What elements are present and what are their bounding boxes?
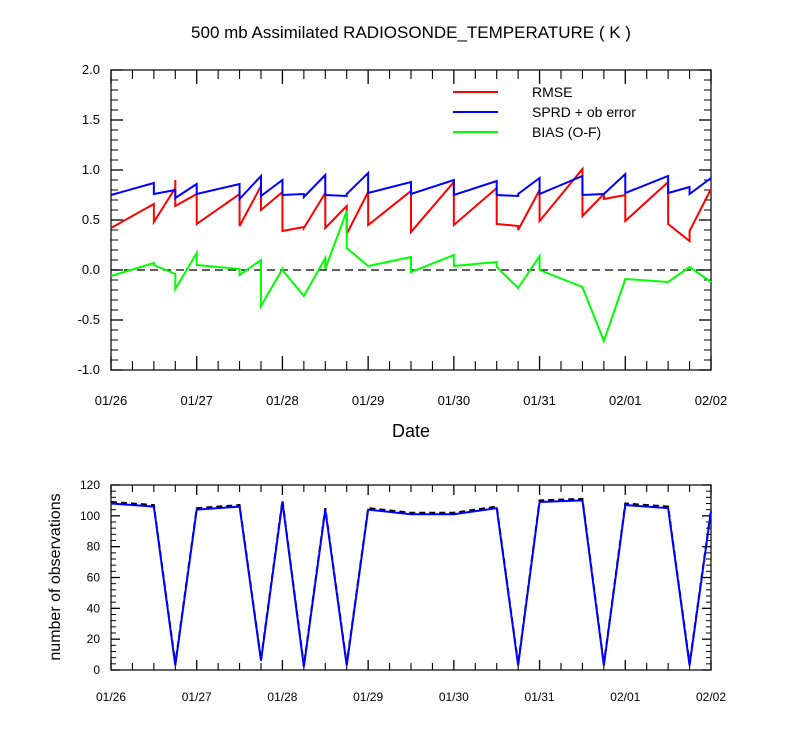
x-tick-label: 02/01 [609, 393, 642, 408]
y-tick-label: 20 [87, 632, 101, 646]
x-axis-label: Date [392, 421, 430, 441]
x-tick-label: 01/28 [267, 690, 297, 704]
series-line-rmse [110, 166, 712, 244]
y-tick-label: 0.5 [82, 212, 100, 227]
series-line-sprd-ob-error [110, 170, 712, 202]
top-plot: 01/26 01/27 01/28 01/29 01/30 01/31 02/01 02/02… [78, 62, 728, 408]
series-line-bias-o-f [110, 210, 712, 344]
x-tick-label: 01/29 [353, 690, 383, 704]
x-tick-label: 01/28 [266, 393, 299, 408]
x-tick-label: 02/01 [610, 690, 640, 704]
y-tick-label: 80 [87, 540, 101, 554]
x-tick-label: 01/27 [180, 393, 213, 408]
legend-label: RMSE [532, 84, 572, 100]
x-tick-label: 01/31 [523, 393, 556, 408]
x-tick-label: 01/26 [96, 690, 126, 704]
x-tick-label: 01/31 [525, 690, 555, 704]
x-tick-label: 01/26 [95, 393, 128, 408]
series-line-used-observations [110, 499, 712, 668]
y-tick-label: 2.0 [82, 62, 100, 77]
y-tick-label: 100 [80, 509, 100, 523]
y-tick-label: 0.0 [82, 262, 100, 277]
legend-label: BIAS (O-F) [532, 124, 601, 140]
y-tick-label: -1.0 [78, 362, 100, 377]
x-tick-label: 01/27 [182, 690, 212, 704]
y-tick-label: 1.5 [82, 112, 100, 127]
y-tick-label: 0 [93, 663, 100, 677]
x-tick-label: 01/29 [352, 393, 385, 408]
x-tick-label: 02/02 [696, 690, 726, 704]
y-tick-label: 40 [87, 601, 101, 615]
x-tick-label: 01/30 [438, 393, 471, 408]
x-tick-label: 02/02 [695, 393, 728, 408]
y-tick-label: 60 [87, 571, 101, 585]
chart-title: 500 mb Assimilated RADIOSONDE_TEMPERATUR… [191, 23, 631, 42]
y-axis-label-bottom: number of observations [47, 493, 64, 660]
y-tick-label: -0.5 [78, 312, 100, 327]
x-tick-label: 01/30 [439, 690, 469, 704]
y-tick-label: 120 [80, 478, 100, 492]
series-line-possible-observations [110, 497, 712, 666]
legend-label: SPRD + ob error [532, 104, 636, 120]
bottom-plot: 01/26 01/27 01/28 01/29 01/30 01/31 02/01 02/02… [80, 478, 726, 704]
y-tick-label: 1.0 [82, 162, 100, 177]
